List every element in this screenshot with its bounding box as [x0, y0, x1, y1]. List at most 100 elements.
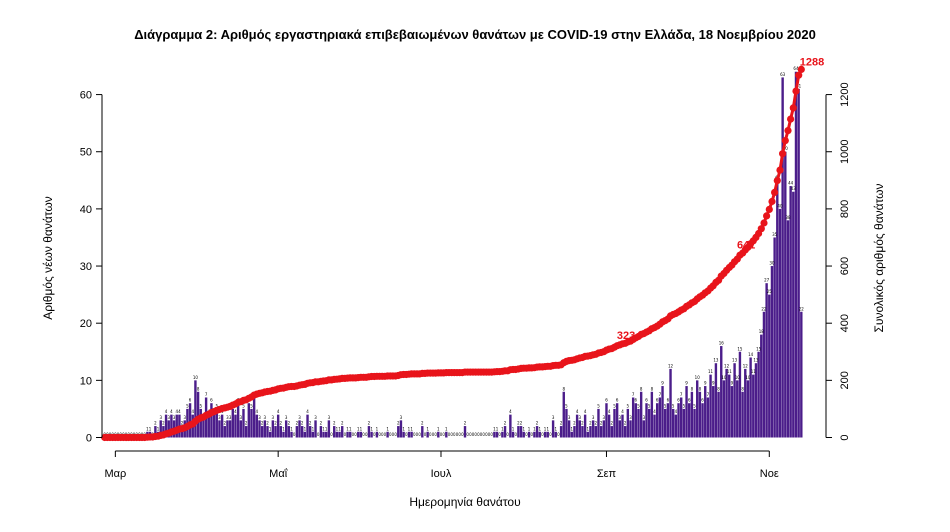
x-tick-label: Μαρ — [104, 468, 126, 480]
bar-data-label: 2 — [421, 421, 424, 426]
bar — [509, 414, 512, 438]
bar — [768, 294, 771, 438]
bar-data-label: 2 — [181, 421, 184, 426]
bar-data-label: 1 — [426, 426, 429, 431]
bar — [226, 420, 229, 438]
bar-data-label: 3 — [603, 415, 606, 420]
bar-data-label: 0 — [448, 432, 451, 437]
bar — [607, 414, 611, 438]
bar-data-label: 2 — [464, 421, 467, 426]
bar — [581, 426, 584, 438]
bar-data-label: 4 — [170, 409, 173, 414]
bar — [688, 403, 691, 438]
bar-data-label: 1 — [376, 426, 379, 431]
bar-data-label: 44 — [788, 181, 794, 186]
bar-data-label: 1 — [538, 426, 541, 431]
cumulative-point — [781, 137, 789, 145]
bar-data-label: 0 — [384, 432, 387, 437]
bar-data-label: 0 — [506, 432, 509, 437]
bar — [437, 431, 440, 438]
bar — [346, 431, 349, 438]
bar — [533, 431, 536, 438]
bar — [685, 386, 688, 438]
bar-data-label: 1 — [501, 426, 504, 431]
bar-data-label: 4 — [675, 409, 678, 414]
bar-data-label: 0 — [453, 432, 456, 437]
bar-data-label: 9 — [731, 381, 734, 386]
bar-data-label: 10 — [193, 375, 199, 380]
bar — [760, 334, 763, 438]
bar-data-label: 10 — [745, 375, 751, 380]
bar — [597, 408, 600, 438]
y2-tick-label: 200 — [839, 371, 851, 389]
bar — [586, 431, 589, 438]
bar-data-label: 4 — [178, 409, 181, 414]
bar-data-label: 1 — [410, 426, 413, 431]
bar — [776, 180, 779, 438]
bar-data-label: 8 — [651, 386, 654, 391]
bar — [279, 426, 283, 438]
bar — [752, 374, 755, 438]
bar — [287, 426, 291, 438]
y2-tick-label: 400 — [839, 314, 851, 332]
bar — [682, 408, 686, 438]
bar-data-label: 15 — [756, 346, 762, 351]
bar — [770, 266, 774, 438]
bar-data-label: 14 — [748, 352, 754, 357]
bar — [463, 426, 467, 438]
bar — [551, 420, 555, 438]
bar-series — [146, 71, 803, 438]
y-tick-label: 10 — [80, 375, 92, 387]
cumulative-point — [776, 166, 784, 174]
bar-data-label: 3 — [264, 415, 267, 420]
annotation-label: 1288 — [800, 56, 824, 68]
bar — [284, 420, 288, 438]
bar — [728, 374, 731, 438]
bar — [359, 431, 363, 438]
bar-data-label: 3 — [285, 415, 288, 420]
bar — [722, 380, 726, 438]
bar-data-label: 4 — [191, 409, 194, 414]
bar-data-label: 3 — [258, 415, 261, 420]
bar — [349, 431, 352, 438]
bar — [639, 391, 643, 438]
bar-data-label: 4 — [509, 409, 512, 414]
bar — [800, 311, 803, 438]
bar — [653, 414, 656, 438]
bar — [495, 431, 499, 438]
bar-data-label: 2 — [274, 421, 277, 426]
bar-data-label: 0 — [389, 432, 392, 437]
bar — [407, 431, 411, 438]
bar-data-label: 9 — [661, 381, 664, 386]
bar-data-label: 2 — [224, 421, 227, 426]
bar — [519, 426, 523, 438]
bar-data-label: 1 — [554, 426, 557, 431]
bar — [781, 77, 784, 438]
bar — [589, 426, 592, 438]
x-tick-label: Μαΐ — [269, 468, 288, 480]
bar-data-label: 30 — [769, 261, 775, 266]
bar-data-label: 0 — [362, 432, 365, 437]
bar — [308, 426, 312, 438]
bar-data-label: 61 — [796, 83, 802, 88]
bar-data-label: 8 — [640, 386, 643, 391]
bar-data-label: 5 — [199, 403, 202, 408]
cumulative-point — [765, 205, 773, 213]
bar — [274, 426, 277, 438]
bar-data-label: 1 — [533, 426, 536, 431]
bar — [583, 414, 587, 438]
bar-data-label: 0 — [450, 432, 453, 437]
bar — [762, 311, 766, 438]
bar — [167, 420, 170, 438]
bar — [594, 426, 597, 438]
bar-data-label: 7 — [632, 392, 635, 397]
bar-data-label: 1 — [146, 426, 149, 431]
cumulative-point — [760, 219, 768, 227]
bar — [426, 431, 429, 438]
bar — [223, 426, 226, 438]
bar — [290, 431, 293, 438]
bar — [706, 397, 710, 438]
bar-data-label: 4 — [256, 409, 259, 414]
bar — [573, 426, 576, 438]
